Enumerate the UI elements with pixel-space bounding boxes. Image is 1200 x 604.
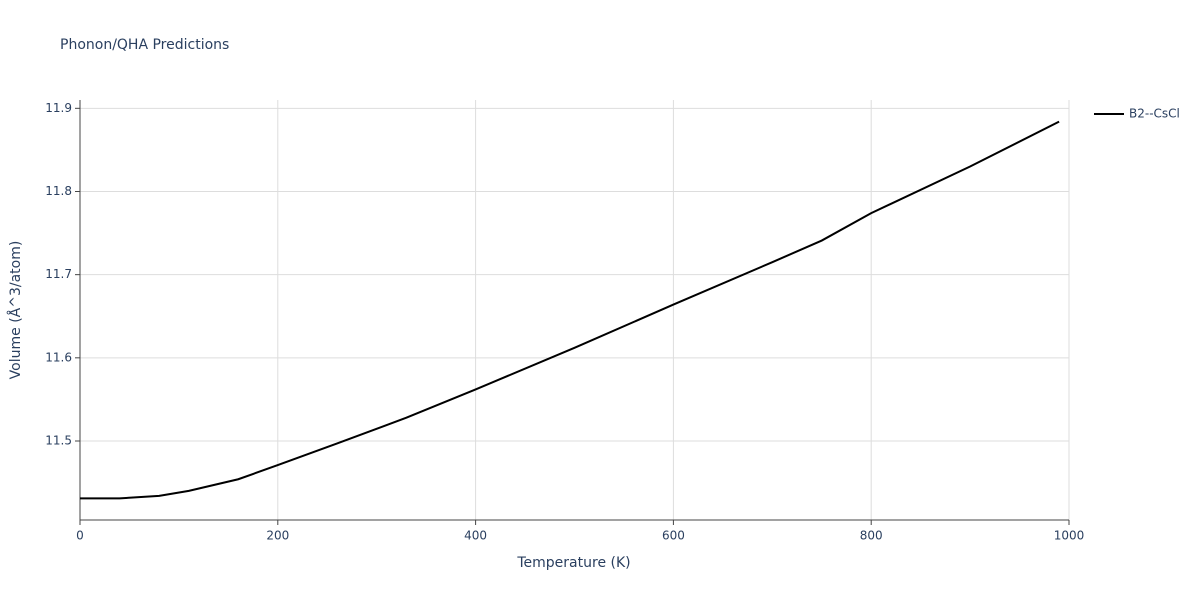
y-tick-label: 11.7 [45, 267, 72, 281]
x-axis-label: Temperature (K) [516, 555, 630, 571]
y-tick-label: 11.6 [45, 350, 72, 364]
grid [75, 100, 1070, 525]
x-tick-label: 400 [464, 529, 487, 543]
y-tick-label: 11.5 [45, 433, 72, 447]
y-axis-label: Volume (Å^3/atom) [7, 241, 24, 380]
chart-title: Phonon/QHA Predictions [60, 37, 229, 53]
x-tick-label: 0 [76, 529, 84, 543]
x-tick-label: 1000 [1054, 529, 1085, 543]
x-tick-label: 200 [266, 529, 289, 543]
x-tick-label: 600 [662, 529, 685, 543]
y-tick-label: 11.9 [45, 101, 72, 115]
line-series [80, 120, 1060, 500]
x-tick-label: 800 [860, 529, 883, 543]
legend-label: B2--CsCl [1129, 107, 1180, 121]
y-tick-label: 11.8 [45, 184, 72, 198]
plot [80, 120, 1060, 500]
